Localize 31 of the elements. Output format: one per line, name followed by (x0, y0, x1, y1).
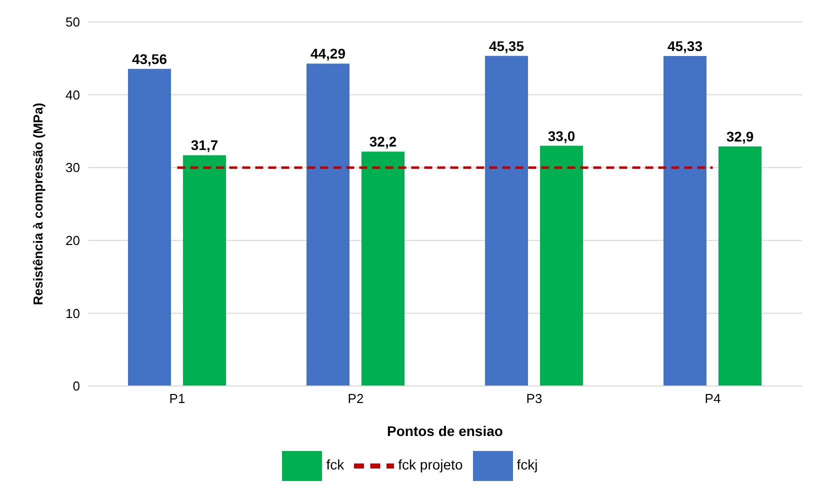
y-axis-title: Resistência à compressão (MPa) (30, 102, 46, 306)
data-label: 45,35 (488, 38, 524, 54)
data-label: 31,7 (190, 137, 218, 154)
x-tick-label: P1 (169, 391, 186, 406)
bar (540, 146, 583, 386)
data-label: 44,29 (310, 46, 346, 62)
y-tick-label: 20 (66, 233, 80, 248)
legend-label: fck (326, 456, 344, 473)
y-tick-label: 10 (66, 306, 80, 321)
legend-label: fck projeto (398, 456, 463, 473)
bar (362, 152, 404, 386)
x-tick-label: P3 (526, 391, 542, 406)
bar (485, 56, 528, 386)
y-tick-label: 40 (66, 87, 80, 102)
x-tick-label: P4 (704, 391, 721, 406)
y-tick-label: 30 (66, 160, 80, 176)
bar (664, 56, 706, 386)
data-label: 32,2 (369, 134, 397, 150)
y-tick-label: 0 (72, 378, 80, 394)
data-label: 32,9 (726, 128, 754, 144)
bar (183, 155, 226, 386)
x-tick-label: P2 (348, 391, 364, 406)
data-label: 43,56 (132, 50, 168, 67)
y-tick-label: 50 (66, 14, 80, 30)
x-axis-title: Pontos de ensiao (387, 423, 503, 439)
bar (306, 64, 350, 386)
legend-label: fckj (516, 456, 538, 473)
data-label: 45,33 (667, 38, 703, 54)
bar (718, 146, 762, 386)
data-label: 33,0 (548, 128, 576, 144)
bar (128, 68, 171, 386)
